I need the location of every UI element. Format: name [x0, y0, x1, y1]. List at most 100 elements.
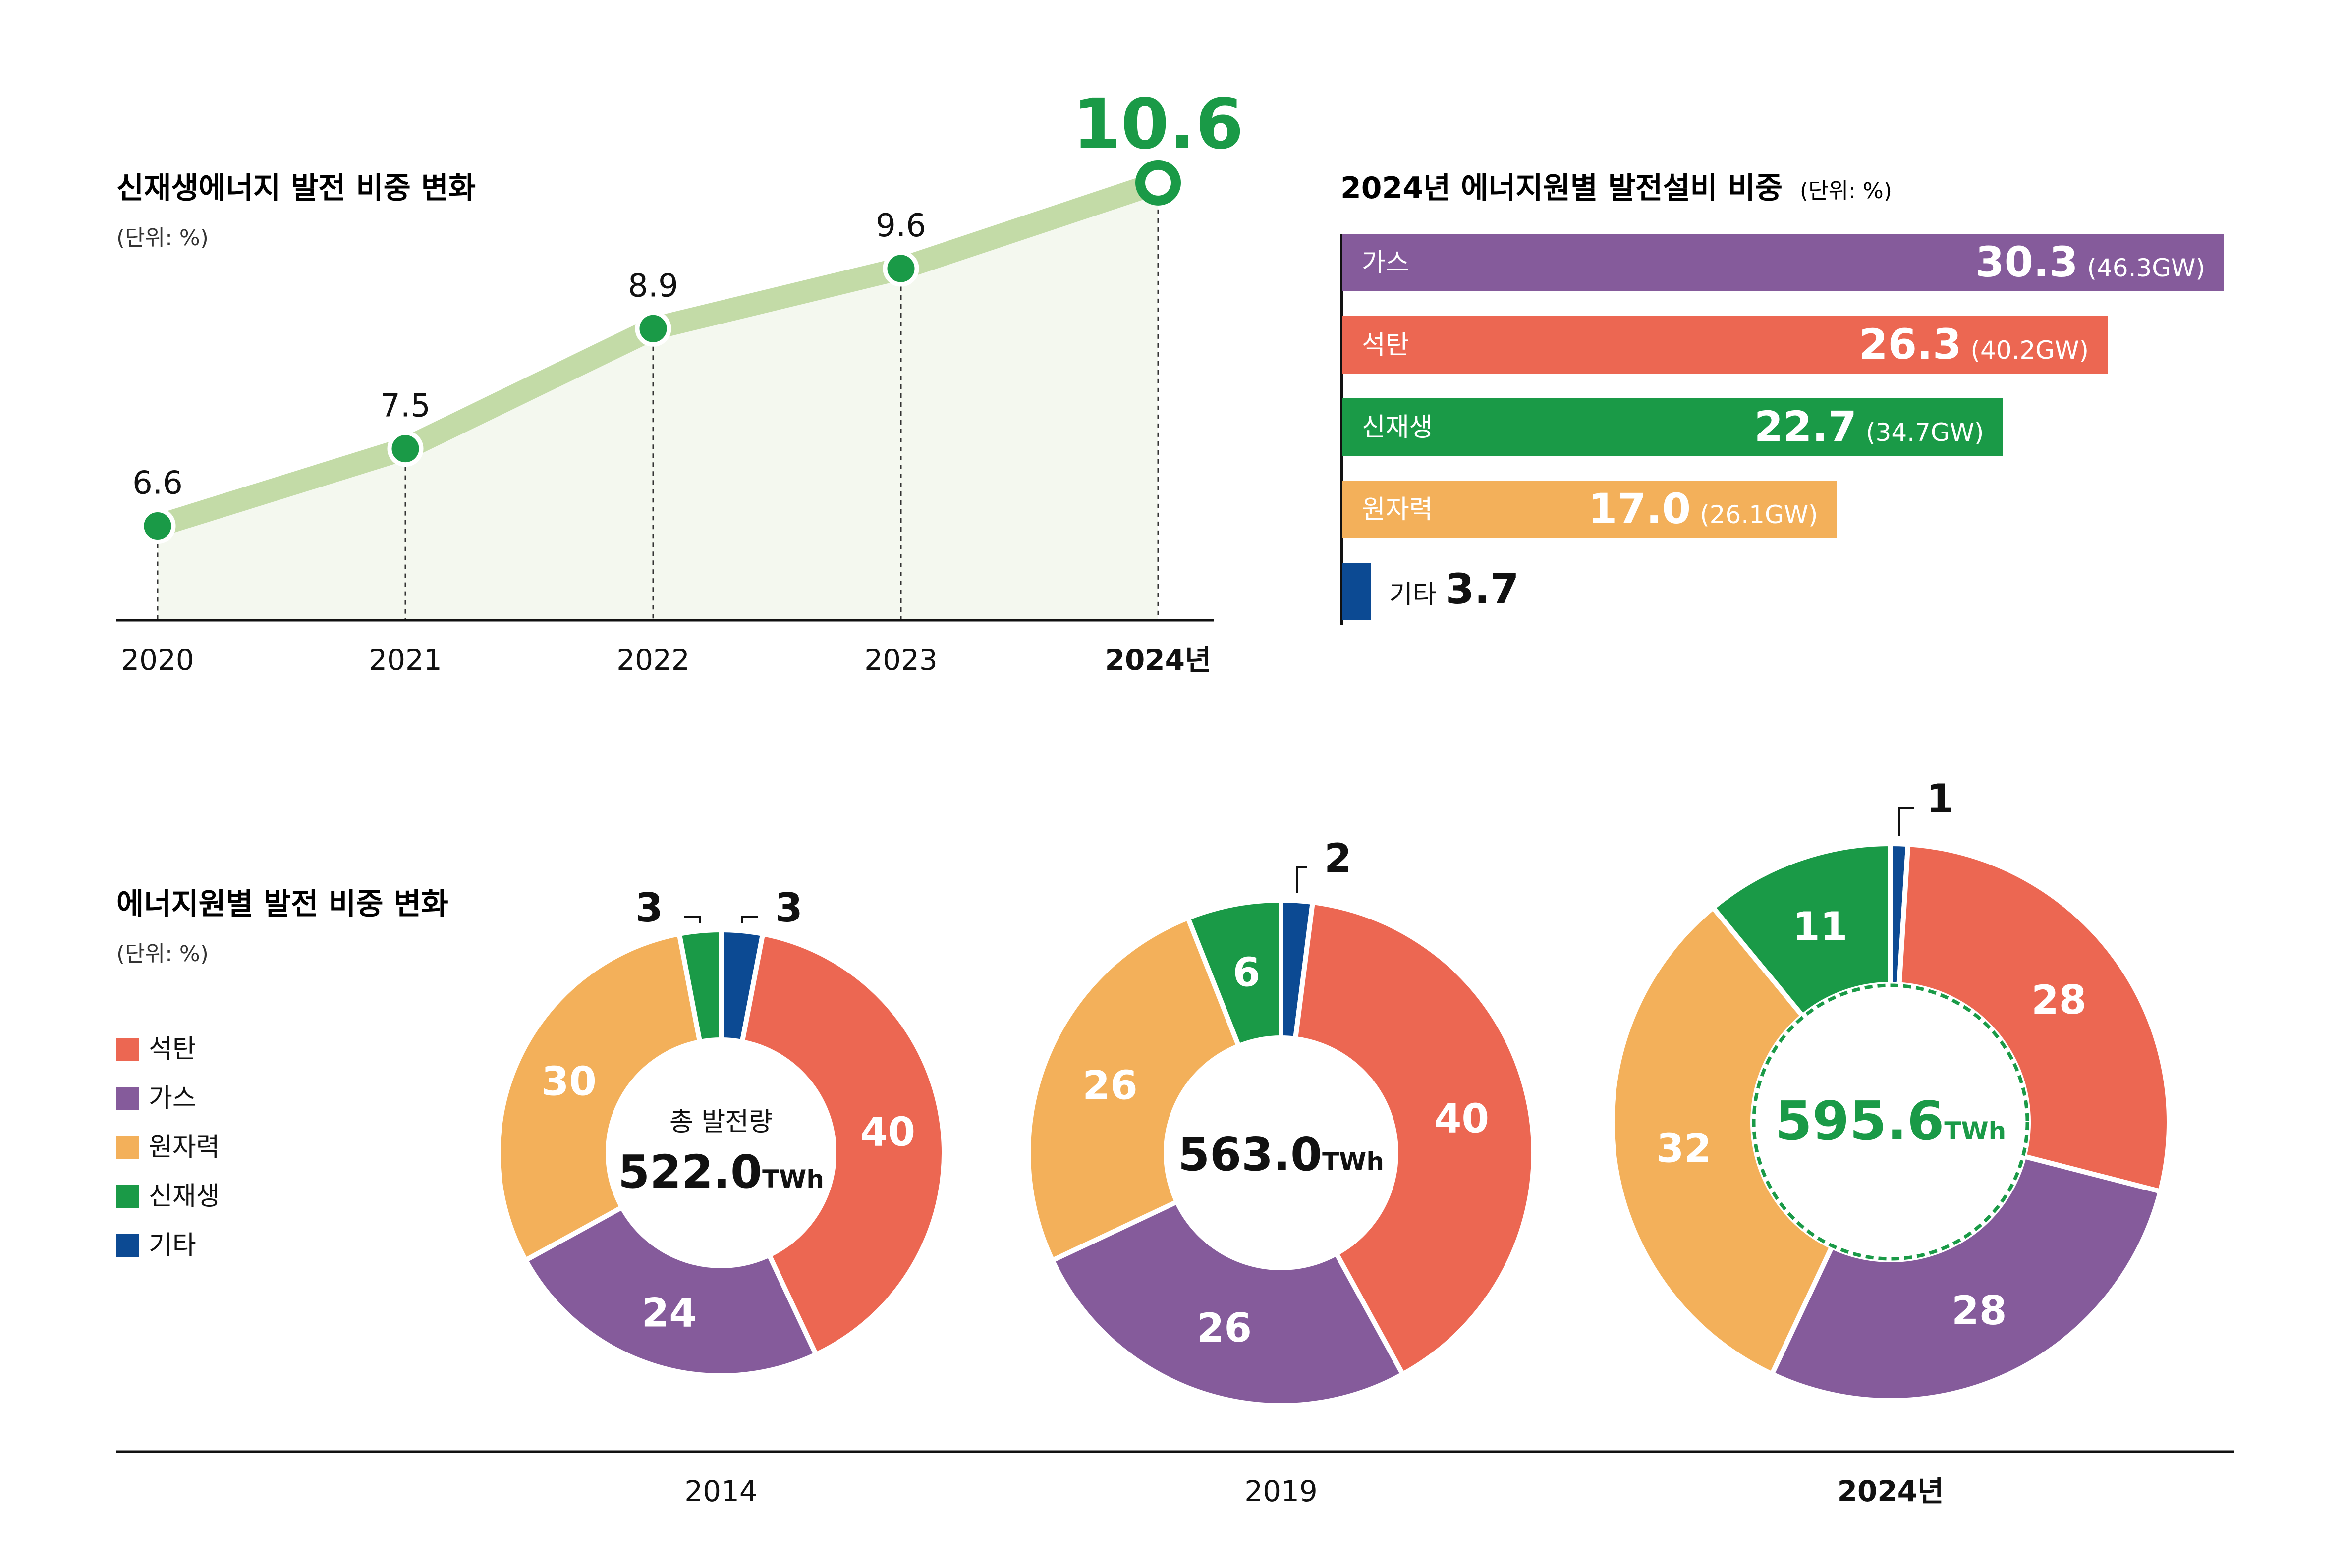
- donut-total: 563.0TWh: [1178, 1128, 1384, 1181]
- line-chart-x-tick: 2024년: [1105, 643, 1212, 677]
- donut-slice-label-outside: 1: [1926, 776, 1954, 822]
- line-chart-x-tick: 2022: [616, 643, 690, 677]
- renewable-share-line-chart: 신재생에너지 발전 비중 변화 (단위: %) 6.6 7.5 8.9 9.6 10.6…: [116, 84, 1244, 677]
- donut-slice: [1184, 897, 1283, 1049]
- bar-value: 26.3: [1859, 320, 1961, 369]
- donut-leader-line: [1296, 866, 1307, 893]
- bar-detail: (46.3GW): [2087, 254, 2205, 282]
- donut-slice-label: 30: [542, 1059, 597, 1105]
- line-chart-title: 신재생에너지 발전 비중 변화: [116, 171, 476, 206]
- donut-slice: [676, 927, 724, 1045]
- bar-detail: (34.7GW): [1866, 418, 1984, 447]
- bar: [1342, 316, 2108, 374]
- donut-total: 595.6TWh: [1775, 1090, 2006, 1152]
- donut-total-value: 522.0: [618, 1145, 762, 1198]
- bar-value-label: 22.7 (34.7GW): [1754, 402, 1984, 451]
- bar-value: 22.7: [1754, 402, 1857, 451]
- bar-value-label: 30.3 (46.3GW): [1975, 238, 2205, 286]
- line-chart-value-labels: 6.6 7.5 8.9 9.6 10.6: [132, 84, 1244, 502]
- donut-total-unit: TWh: [762, 1165, 824, 1193]
- bar-name: 신재생: [1362, 413, 1433, 442]
- legend-label: 기타: [149, 1231, 196, 1260]
- legend-swatch: [116, 1038, 139, 1061]
- capacity-share-bar-chart: 2024년 에너지원별 발전설비 비중 (단위: %) 가스 30.3 (46.3G…: [1340, 171, 2224, 625]
- line-chart-value-label: 7.5: [380, 388, 431, 425]
- donut-slice: [1026, 915, 1242, 1264]
- line-chart-point: [139, 508, 176, 544]
- legend-label: 석탄: [149, 1034, 196, 1064]
- donut-total-unit: TWh: [1944, 1117, 2006, 1145]
- line-chart-value-label: 8.9: [628, 268, 678, 304]
- legend-swatch: [116, 1185, 139, 1208]
- line-chart-unit: (단위: %): [116, 225, 209, 251]
- donut-slice-label: 11: [1792, 904, 1847, 950]
- bar-chart-bars: 가스 30.3 (46.3GW) 석탄 26.3 (40.2GW) 신재생 22.7 (34.7…: [1342, 234, 2224, 620]
- line-chart-points: [139, 160, 1181, 544]
- donut-total-value: 563.0: [1178, 1128, 1322, 1181]
- donut-slice-label: 26: [1082, 1062, 1137, 1108]
- donut-slice-label: 28: [2031, 977, 2086, 1023]
- donut-slice: [522, 1204, 820, 1378]
- donut-chart-0: 3 40 24 30 3 총 발전량 522.0TWh: [496, 885, 947, 1378]
- bar: [1342, 563, 1371, 620]
- donut-slice: [1292, 899, 1536, 1378]
- bar: [1342, 234, 2224, 291]
- line-chart-area: [158, 182, 1158, 620]
- donut-center-label: 총 발전량: [669, 1107, 773, 1137]
- bar-name: 석탄: [1362, 330, 1409, 360]
- bar-value: 30.3: [1975, 238, 2078, 286]
- donut-slice: [1769, 1153, 2164, 1403]
- donut-chart-1: 2 40 26 26 6 563.0TWh: [1026, 835, 1536, 1408]
- line-chart-value-label-highlight: 10.6: [1072, 84, 1243, 165]
- bar-chart-title: 2024년 에너지원별 발전설비 비중 (단위: %): [1340, 171, 1892, 206]
- donut-slice-label: 26: [1197, 1305, 1252, 1351]
- bar-label-other: 기타 3.7: [1389, 565, 1519, 613]
- donut-year-label: 2019: [1244, 1474, 1318, 1508]
- donut-center: [609, 1041, 833, 1265]
- donut-slice: [1049, 1198, 1406, 1408]
- bar-name: 기타: [1389, 580, 1437, 610]
- legend-swatch: [116, 1136, 139, 1159]
- legend-label: 신재생: [149, 1182, 220, 1211]
- donut-slice: [739, 931, 947, 1358]
- line-chart-value-label: 9.6: [876, 208, 926, 244]
- donut-slice-label: 32: [1657, 1126, 1712, 1172]
- donut-slice-label: 40: [1434, 1095, 1489, 1141]
- donut-section-unit: (단위: %): [116, 941, 209, 967]
- donut-total: 522.0TWh: [618, 1145, 824, 1198]
- line-chart-x-tick-labels: 2020 2021 2022 2023 2024년: [121, 643, 1211, 677]
- bar-name: 원자력: [1362, 495, 1433, 525]
- legend-swatch: [116, 1234, 139, 1257]
- donut-slice-label: 40: [860, 1109, 915, 1155]
- legend-swatch: [116, 1087, 139, 1110]
- donut-total-unit: TWh: [1322, 1147, 1384, 1176]
- donut-year-label: 2024년: [1838, 1474, 1944, 1508]
- line-chart-x-tick: 2021: [369, 643, 442, 677]
- legend-label: 가스: [149, 1083, 196, 1113]
- donut-leader-line: [684, 916, 701, 923]
- donut-slice: [496, 931, 703, 1264]
- line-chart-guides: [157, 182, 1159, 620]
- donut-slice-label-outside: 3: [635, 885, 663, 931]
- bar: [1342, 398, 2003, 456]
- donut-section-title: 에너지원별 발전 비중 변화: [116, 887, 448, 921]
- donut-slice: [1896, 841, 2172, 1194]
- line-chart-point: [883, 250, 919, 287]
- donut-center: [1167, 1039, 1395, 1267]
- bar-chart-unit: (단위: %): [1800, 178, 1892, 204]
- line-chart-point: [635, 310, 671, 347]
- donut-slice-label: 24: [642, 1290, 697, 1336]
- line-chart-x-tick: 2020: [121, 643, 194, 677]
- bar-value-label: 26.3 (40.2GW): [1859, 320, 2089, 369]
- bar: [1342, 481, 1837, 538]
- donut-slice-label-outside: 2: [1324, 835, 1352, 881]
- donut-leader-line: [1898, 807, 1914, 836]
- bar-detail: (26.1GW): [1700, 500, 1818, 529]
- donut-slice-label: 28: [1951, 1288, 2007, 1334]
- donut-year-label: 2014: [684, 1474, 758, 1508]
- bar-name: 가스: [1362, 248, 1409, 278]
